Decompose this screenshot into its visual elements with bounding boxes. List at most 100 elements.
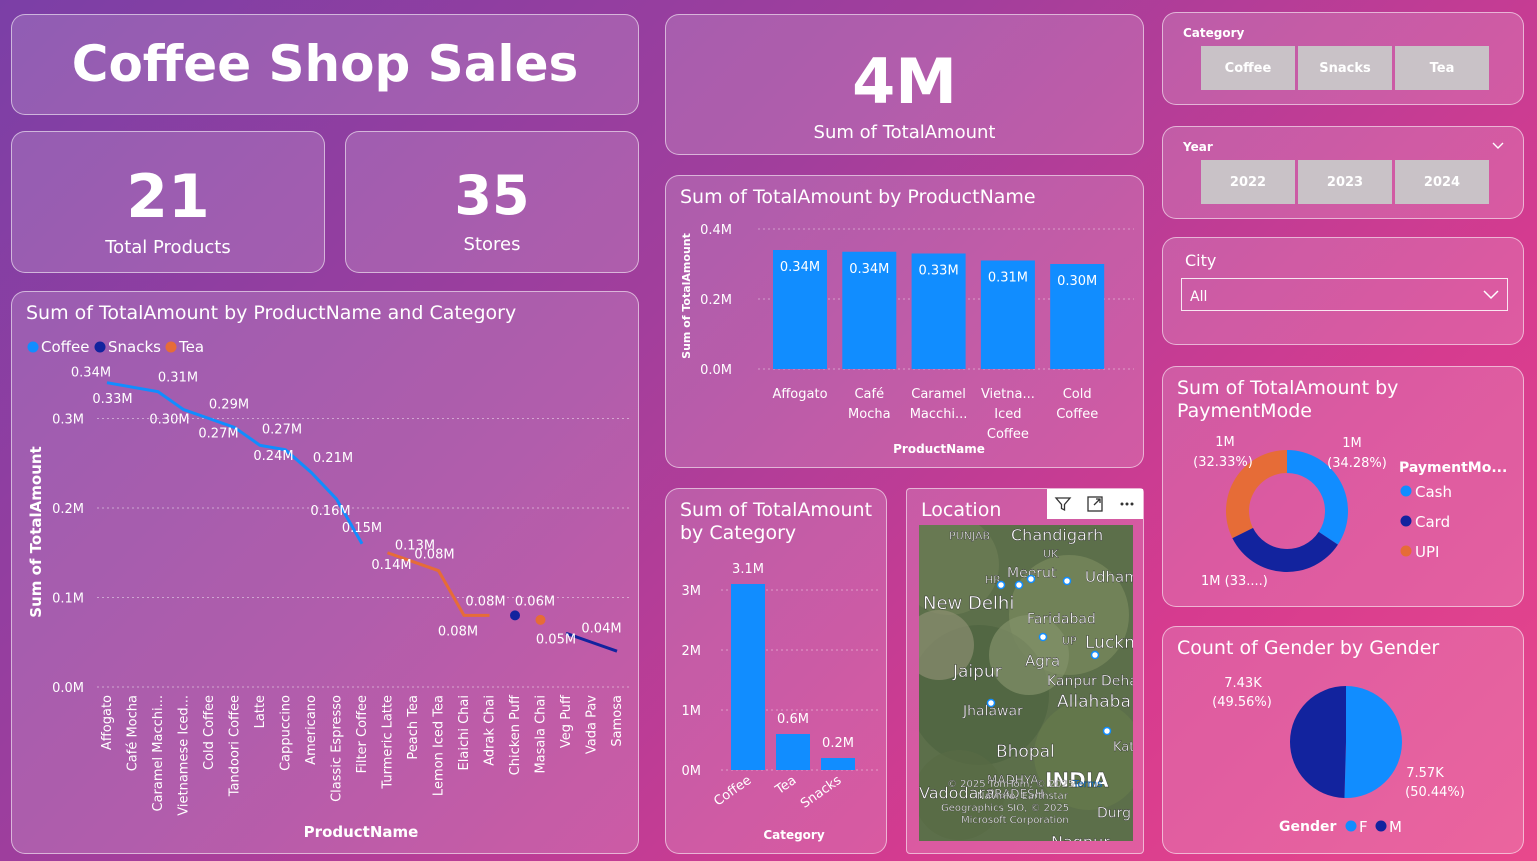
x-tick-label: Affogato bbox=[772, 387, 827, 402]
map-location-marker bbox=[996, 580, 1006, 590]
year-option-2024[interactable]: 2024 bbox=[1395, 160, 1489, 204]
data-label: 0.24M bbox=[253, 449, 293, 464]
bar-product-card[interactable]: Sum of TotalAmount by ProductName 0.0M 0.… bbox=[665, 175, 1144, 468]
payment-donut-chart[interactable]: 1M (34.28%) 1M (32.33%) 1M (33....) PaymentMo… bbox=[1163, 367, 1525, 608]
series-line-snacks bbox=[565, 631, 618, 653]
bar-data-label: 0.34M bbox=[849, 262, 889, 277]
legend-marker-m bbox=[1375, 820, 1387, 832]
data-label: 0.08M bbox=[438, 624, 478, 639]
legend-title: PaymentMo... bbox=[1399, 460, 1507, 476]
kpi-products-label: Total Products bbox=[105, 237, 231, 258]
pie-label: 7.57K bbox=[1406, 766, 1444, 781]
y-tick-label: 3M bbox=[682, 584, 702, 599]
data-label: 0.33M bbox=[92, 392, 132, 407]
x-tick-label: Cold bbox=[1063, 387, 1092, 402]
category-option-snacks[interactable]: Snacks bbox=[1298, 46, 1392, 90]
data-label: 0.13M bbox=[395, 539, 435, 554]
bar-data-label: 0.31M bbox=[988, 271, 1028, 286]
map-attribution: Terms bbox=[1072, 779, 1102, 790]
bar-coffee bbox=[731, 584, 765, 770]
map-location-marker bbox=[1014, 580, 1024, 590]
bar-category-chart[interactable]: 0M 1M 2M 3M 3.1M Coffee 0.6M Tea 0.2M Snacks Categ… bbox=[666, 489, 888, 855]
map-place-label: Kanpur bbox=[1047, 673, 1097, 689]
legend-label-upi: UPI bbox=[1415, 543, 1439, 561]
legend-marker-upi bbox=[1400, 545, 1412, 557]
legend-marker-f bbox=[1345, 820, 1357, 832]
x-tick-label: Americano bbox=[304, 695, 319, 765]
map-place-label: Deha bbox=[1101, 673, 1133, 689]
x-tick-label: Macchi... bbox=[910, 407, 968, 422]
map-place-label: UK bbox=[1043, 548, 1059, 561]
bar-tea bbox=[776, 734, 810, 770]
bar-0 bbox=[773, 250, 827, 369]
gender-pie-chart[interactable]: 7.43K (49.56%) 7.57K (50.44%) Gender F M bbox=[1163, 627, 1525, 855]
map-location-marker bbox=[986, 698, 996, 708]
category-slicer-label: Category bbox=[1183, 26, 1245, 40]
line-chart-card[interactable]: Sum of TotalAmount by ProductName and Ca… bbox=[11, 291, 639, 854]
data-label: 0.05M bbox=[536, 632, 576, 647]
x-tick-label: Masala Chai bbox=[534, 695, 549, 774]
gender-pie-card[interactable]: Count of Gender by Gender 7.43K (49.56%) 7… bbox=[1162, 626, 1524, 854]
year-slicer-label: Year bbox=[1183, 140, 1213, 154]
pie-slice-f bbox=[1344, 686, 1402, 798]
map-place-label: PUNJAB bbox=[949, 530, 990, 543]
map-location-marker bbox=[1090, 650, 1100, 660]
year-option-2022[interactable]: 2022 bbox=[1201, 160, 1295, 204]
map-terrain bbox=[919, 750, 1004, 840]
x-tick-label: Filter Coffee bbox=[355, 695, 370, 773]
legend-marker-snacks bbox=[94, 341, 106, 353]
data-label: 0.14M bbox=[371, 558, 411, 573]
category-slicer: Category Coffee Snacks Tea bbox=[1162, 12, 1524, 105]
donut-slice-cash bbox=[1287, 450, 1348, 545]
city-dropdown[interactable]: All bbox=[1181, 278, 1508, 311]
bar-3 bbox=[980, 260, 1035, 369]
line-chart-title: Sum of TotalAmount by ProductName and Ca… bbox=[26, 302, 517, 324]
y-tick-label: 0.3M bbox=[52, 413, 84, 428]
bar-product-chart[interactable]: 0.0M 0.2M 0.4M Sum of TotalAmount ProductNam… bbox=[666, 176, 1145, 469]
filter-icon[interactable] bbox=[1054, 495, 1072, 513]
legend-marker-coffee bbox=[27, 341, 39, 353]
focus-mode-icon[interactable] bbox=[1086, 495, 1104, 513]
map-card[interactable]: Location PUNJAB Chandigarh UK Meerut Udham HR… bbox=[906, 488, 1144, 854]
kpi-products-card[interactable]: 21 Total Products bbox=[11, 131, 325, 273]
x-tick-label: Coffee bbox=[711, 773, 754, 809]
map-location-marker bbox=[1102, 726, 1112, 736]
data-label: 0.06M bbox=[515, 594, 555, 609]
map-place-label: UP bbox=[1062, 635, 1077, 648]
kpi-total-card[interactable]: 4M Sum of TotalAmount bbox=[665, 14, 1144, 155]
chevron-down-icon[interactable] bbox=[1491, 141, 1505, 151]
year-option-2023[interactable]: 2023 bbox=[1298, 160, 1392, 204]
map-place-label: Allahaba bbox=[1057, 692, 1131, 712]
donut-slice-upi bbox=[1226, 450, 1287, 539]
more-options-icon[interactable] bbox=[1118, 495, 1136, 513]
y-tick-label: 1M bbox=[682, 704, 702, 719]
donut-label: 1M (33....) bbox=[1201, 574, 1268, 589]
legend-marker-cash bbox=[1400, 485, 1412, 497]
pie-label: (49.56%) bbox=[1212, 695, 1272, 710]
category-option-tea[interactable]: Tea bbox=[1395, 46, 1489, 90]
bar-data-label: 0.2M bbox=[822, 736, 854, 751]
line-chart[interactable]: Coffee Snacks Tea 0.0M 0.1M 0.2M 0.3M Sum of To… bbox=[12, 292, 640, 855]
map-attribution: Microsoft Corporation bbox=[961, 815, 1069, 826]
map-terrain bbox=[989, 615, 1069, 695]
x-tick-label: Tea bbox=[772, 773, 799, 798]
bar-1 bbox=[842, 251, 897, 369]
kpi-stores-card[interactable]: 35 Stores bbox=[345, 131, 639, 273]
legend-marker-tea bbox=[165, 341, 177, 353]
category-option-coffee[interactable]: Coffee bbox=[1201, 46, 1295, 90]
bar-category-card[interactable]: Sum of TotalAmount by Category 0M 1M 2M 3M 3… bbox=[665, 488, 887, 854]
map-place-label: Durg bbox=[1097, 805, 1131, 821]
x-axis-label: Category bbox=[763, 828, 825, 842]
map-place-label: Luckn bbox=[1085, 633, 1133, 653]
map-terrain bbox=[919, 610, 974, 680]
data-label: 0.29M bbox=[209, 398, 249, 413]
data-label: 0.04M bbox=[581, 621, 621, 636]
map-attribution: Geographics SIO, © 2025 bbox=[941, 803, 1069, 814]
y-tick-label: 0.2M bbox=[52, 502, 84, 517]
x-tick-label: Café Mocha bbox=[126, 695, 141, 771]
payment-donut-card[interactable]: Sum of TotalAmount by PaymentMode 1M (34.… bbox=[1162, 366, 1524, 607]
pie-label: 7.43K bbox=[1224, 676, 1262, 691]
legend-label-f: F bbox=[1359, 818, 1368, 836]
map-attribution: Navinfo, Earthstar bbox=[977, 791, 1069, 802]
